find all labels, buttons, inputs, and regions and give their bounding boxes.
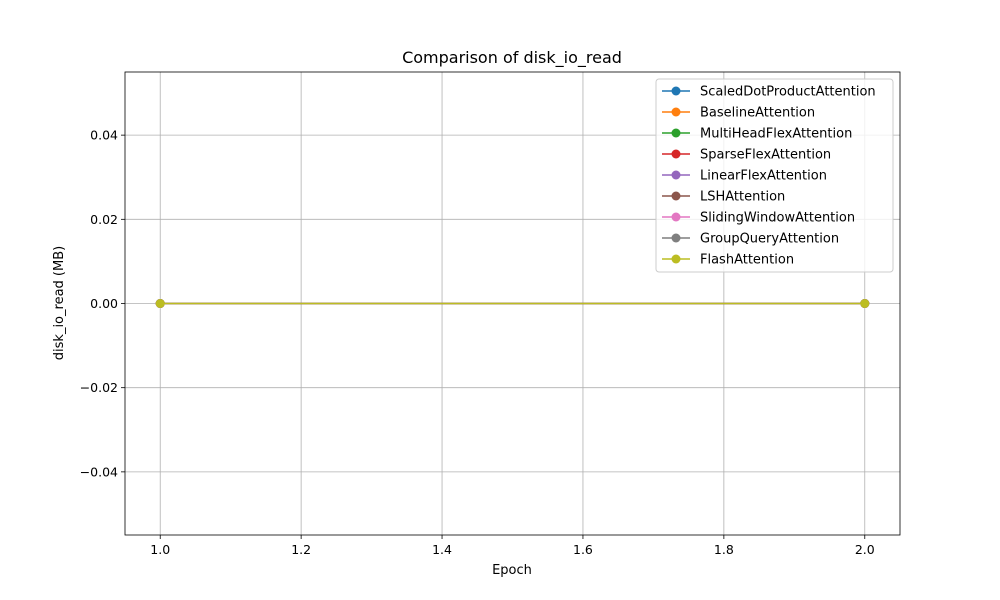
legend-label: GroupQueryAttention [700, 232, 839, 247]
legend-label: FlashAttention [700, 253, 794, 268]
legend-box [655, 78, 894, 273]
legend-label: BaselineAttention [700, 106, 815, 121]
legend-label: ScaledDotProductAttention [700, 85, 876, 100]
legend-swatch-marker [671, 212, 681, 222]
series-lines [155, 299, 870, 308]
y-tick-label: 0.00 [90, 296, 118, 311]
y-axis-ticks: −0.04 −0.02 0.00 0.02 0.04 [80, 128, 125, 479]
y-axis-label: disk_io_read (MB) [52, 246, 67, 360]
x-tick-label: 1.0 [150, 542, 170, 557]
legend-label: LinearFlexAttention [700, 169, 827, 184]
series-FlashAttention [155, 299, 870, 308]
legend-swatch-marker [671, 107, 681, 117]
x-tick-label: 2.0 [855, 542, 875, 557]
legend-item: SparseFlexAttention [662, 148, 831, 163]
legend-label: LSHAttention [700, 190, 785, 205]
y-tick-label: 0.02 [90, 212, 118, 227]
legend-item: LinearFlexAttention [662, 169, 827, 184]
legend-label: SparseFlexAttention [700, 148, 831, 163]
legend-item: GroupQueryAttention [662, 232, 839, 247]
legend-swatch-marker [671, 170, 681, 180]
x-tick-label: 1.4 [432, 542, 452, 557]
y-tick-label: −0.02 [80, 380, 118, 395]
legend-item: BaselineAttention [662, 106, 815, 121]
legend-item: ScaledDotProductAttention [662, 85, 876, 100]
legend-item: FlashAttention [662, 253, 794, 268]
legend-swatch-marker [671, 191, 681, 201]
legend-item: SlidingWindowAttention [662, 211, 855, 226]
x-tick-label: 1.2 [291, 542, 311, 557]
x-tick-label: 1.6 [573, 542, 593, 557]
legend-item: MultiHeadFlexAttention [662, 127, 852, 142]
x-tick-label: 1.8 [714, 542, 734, 557]
chart-title: Comparison of disk_io_read [402, 48, 622, 68]
legend: ScaledDotProductAttention BaselineAttenti… [655, 78, 894, 273]
data-point [860, 299, 870, 308]
data-point [155, 299, 165, 308]
legend-swatch-marker [671, 233, 681, 243]
x-axis-label: Epoch [492, 563, 532, 578]
legend-swatch-marker [671, 149, 681, 159]
legend-swatch-marker [671, 86, 681, 96]
legend-label: MultiHeadFlexAttention [700, 127, 852, 142]
legend-swatch-marker [671, 128, 681, 138]
legend-label: SlidingWindowAttention [700, 211, 855, 226]
x-axis-ticks: 1.0 1.2 1.4 1.6 1.8 2.0 [150, 535, 875, 557]
y-tick-label: −0.04 [80, 464, 118, 479]
legend-item: LSHAttention [662, 190, 785, 205]
legend-swatch-marker [671, 254, 681, 264]
y-tick-label: 0.04 [90, 128, 118, 143]
